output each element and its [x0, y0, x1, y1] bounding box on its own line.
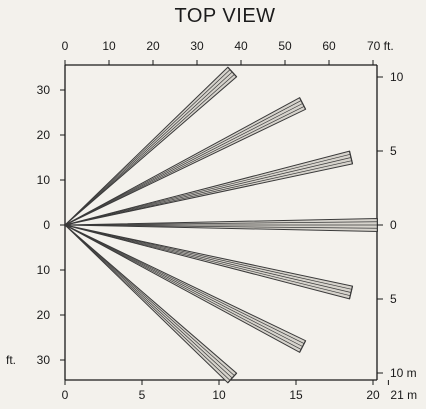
- beam-stripe: [64, 69, 231, 226]
- bottom-tick-label: 20: [366, 388, 380, 402]
- beam-stripe: [64, 224, 378, 229]
- top-tick-label: 10: [102, 39, 116, 53]
- beam: [64, 150, 354, 226]
- bottom-tick-label: 5: [139, 388, 146, 402]
- beam-stripe: [64, 224, 302, 350]
- beam-stripe: [64, 100, 302, 226]
- diagram-title: TOP VIEW: [174, 5, 276, 27]
- beam-stripe: [64, 71, 233, 226]
- top-tick-label: 50: [278, 39, 292, 53]
- bottom-tick-label: 0: [62, 388, 69, 402]
- top-tick-label: 40: [234, 39, 248, 53]
- beam-stripe: [64, 224, 235, 376]
- beam-group: [64, 66, 378, 384]
- beam-end-cap: [227, 372, 238, 384]
- left-tick-label: 20: [37, 128, 51, 142]
- bottom-tick-label: 21 m: [390, 388, 417, 402]
- beam-stripe: [64, 224, 303, 347]
- right-tick-label: 5: [390, 292, 397, 306]
- beam-stripe: [64, 103, 303, 226]
- bottom-tick-label: 15: [289, 388, 303, 402]
- top-tick-label: 70 ft.: [367, 39, 394, 53]
- beam: [64, 224, 238, 384]
- beam: [64, 97, 307, 226]
- top-tick-label: 30: [190, 39, 204, 53]
- beam-stripe: [64, 224, 352, 290]
- beam-end-cap: [299, 97, 307, 110]
- beam-stripe: [64, 224, 231, 381]
- beam-stripe: [64, 221, 378, 226]
- tick-group: [60, 60, 389, 385]
- left-tick-label: 0: [43, 218, 50, 232]
- beam-stripe: [64, 74, 235, 226]
- beam-stripe: [64, 224, 351, 297]
- right-tick-label: 10: [390, 70, 404, 84]
- beam-end-cap: [299, 340, 307, 353]
- left-axis-unit: ft.: [6, 353, 16, 367]
- beam: [64, 224, 307, 353]
- beam: [64, 224, 354, 300]
- beam-stripe: [64, 224, 233, 379]
- beam: [64, 66, 238, 226]
- bottom-tick-label: 10: [212, 388, 226, 402]
- beam-end-cap: [227, 66, 238, 78]
- beam-stripe: [64, 224, 352, 293]
- beam-stripe: [64, 224, 305, 344]
- left-tick-label: 10: [37, 173, 51, 187]
- beam-end-cap: [348, 286, 354, 299]
- beam-stripe: [64, 157, 352, 226]
- left-tick-label: 10: [37, 263, 51, 277]
- right-tick-label: 10 m: [390, 366, 417, 380]
- top-tick-label: 0: [62, 39, 69, 53]
- left-tick-label: 30: [37, 83, 51, 97]
- top-tick-label: 60: [322, 39, 336, 53]
- left-tick-label: 30: [37, 353, 51, 367]
- beam: [64, 217, 378, 233]
- left-tick-label: 20: [37, 308, 51, 322]
- beam-stripe: [64, 106, 305, 226]
- beam-stripe: [64, 153, 351, 226]
- beam-stripe: [64, 160, 352, 226]
- top-tick-label: 20: [146, 39, 160, 53]
- right-tick-label: 5: [390, 144, 397, 158]
- right-tick-label: 0: [390, 218, 397, 232]
- beam-end-cap: [348, 151, 354, 164]
